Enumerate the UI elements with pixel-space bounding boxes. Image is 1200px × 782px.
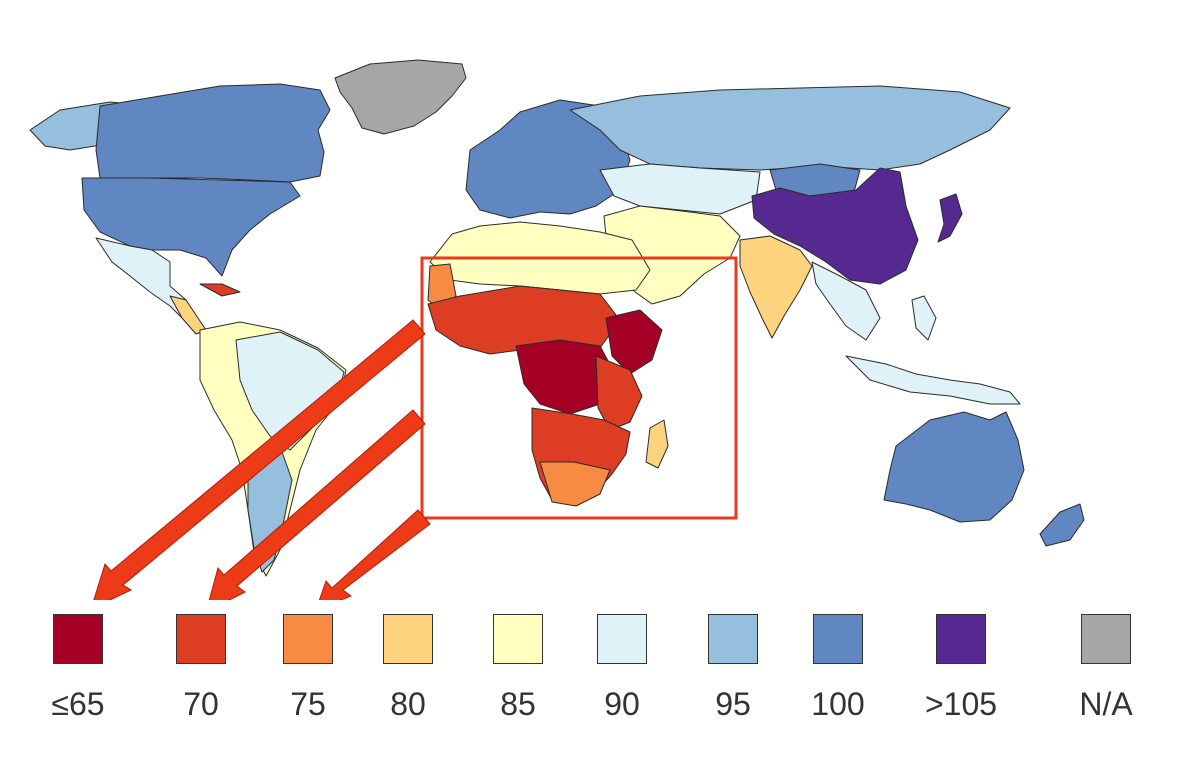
legend-label: 100 [811, 686, 865, 722]
region-west-africa [427, 285, 621, 355]
legend-swatch [176, 614, 226, 664]
arrow-to-le65 [90, 319, 426, 610]
legend-swatch [708, 614, 758, 664]
legend-label: 85 [500, 686, 536, 722]
region-china [751, 167, 919, 285]
legend-item: ≤65 [23, 614, 133, 723]
region-australia [883, 411, 1025, 523]
region-india [739, 235, 813, 339]
region-madagascar [645, 419, 669, 469]
legend-label: 80 [390, 686, 426, 722]
legend-item: 100 [783, 614, 893, 723]
legend-label: 95 [715, 686, 751, 722]
region-philippines [911, 295, 937, 341]
legend-label: >105 [924, 686, 998, 722]
legend-item: 70 [146, 614, 256, 723]
africa-highlight-box [420, 256, 738, 520]
world-map-svg [29, 59, 1085, 613]
region-east-africa [595, 355, 643, 431]
legend-swatch [53, 614, 103, 664]
region-caribbean [199, 283, 241, 297]
region-argentina [247, 451, 293, 573]
region-canada [95, 83, 331, 183]
legend-item: 75 [253, 614, 363, 723]
region-indonesia [845, 355, 1021, 405]
region-southeast-asia [811, 261, 881, 341]
legend-swatch [813, 614, 863, 664]
legend-label: 70 [183, 686, 219, 722]
legend-label: 75 [290, 686, 326, 722]
legend-item: 95 [678, 614, 788, 723]
legend-item: 80 [353, 614, 463, 723]
legend: ≤65 70 75 80 85 90 95 100 >105 N/A [0, 600, 1200, 782]
legend-swatch [936, 614, 986, 664]
legend-swatch [283, 614, 333, 664]
region-japan [937, 193, 963, 243]
legend-item: >105 [906, 614, 1016, 723]
region-south-africa [539, 461, 611, 507]
region-russia [569, 85, 1011, 171]
region-central-america [169, 295, 207, 335]
legend-swatch [383, 614, 433, 664]
legend-item: N/A [1051, 614, 1161, 723]
legend-item: 85 [463, 614, 573, 723]
arrow-to-75 [315, 509, 431, 611]
legend-label: 90 [604, 686, 640, 722]
legend-swatch [597, 614, 647, 664]
legend-swatch [493, 614, 543, 664]
region-new-zealand [1039, 503, 1085, 547]
legend-item: 90 [567, 614, 677, 723]
world-map [29, 59, 1085, 613]
region-central-asia [599, 163, 761, 215]
arrow-to-70 [205, 409, 426, 613]
legend-label: ≤65 [51, 686, 105, 722]
legend-swatch [1081, 614, 1131, 664]
region-greenland [334, 59, 467, 135]
legend-label: N/A [1079, 686, 1133, 722]
region-usa [81, 177, 301, 277]
region-horn-of-africa [605, 309, 663, 375]
